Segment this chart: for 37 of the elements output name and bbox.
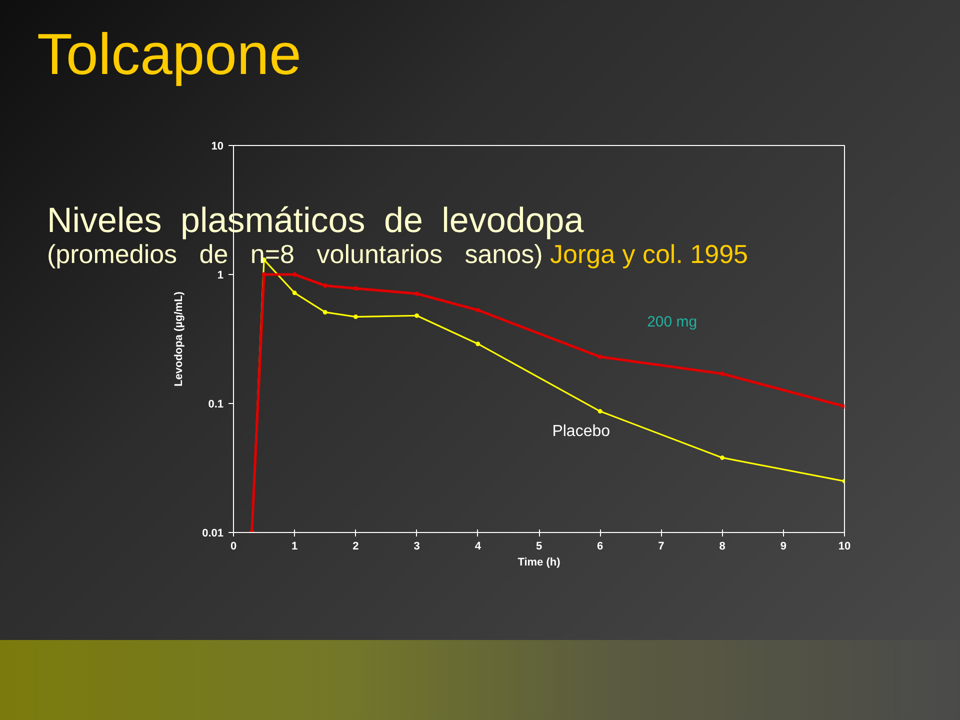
point xyxy=(598,354,602,360)
x-tick-label: 2 xyxy=(352,540,359,552)
point xyxy=(322,283,328,288)
point xyxy=(353,314,358,320)
point xyxy=(476,342,480,346)
x-tick-label: 3 xyxy=(414,540,420,552)
point xyxy=(720,372,725,376)
y-tick-label: 0.01 xyxy=(202,528,224,540)
point xyxy=(414,291,420,296)
chart-title: Tolcapone xyxy=(37,22,302,87)
y-axis-title: Levodopa (µg/mL) xyxy=(173,291,186,386)
point xyxy=(414,313,420,318)
x-tick-label: 7 xyxy=(658,540,664,552)
y-tick-label: 1 xyxy=(217,270,224,282)
point xyxy=(598,409,602,414)
x-tick-label: 6 xyxy=(597,540,604,552)
x-tick-label: 10 xyxy=(838,540,851,552)
x-tick-label: 9 xyxy=(780,540,786,552)
point xyxy=(353,286,358,291)
y-tick-label: 10 xyxy=(211,140,224,152)
point xyxy=(476,308,480,312)
point xyxy=(292,290,297,296)
x-tick-label: 5 xyxy=(536,540,542,552)
series-label: Placebo xyxy=(552,422,610,440)
x-tick-label: 0 xyxy=(230,540,237,552)
text: 200 mg xyxy=(647,313,698,330)
x-tick-label: 4 xyxy=(474,540,482,552)
x-tick-label: 1 xyxy=(292,540,298,552)
point xyxy=(292,272,297,277)
x-axis-title: Time (h) xyxy=(518,556,561,568)
annotation: Jorga y col. 1995 xyxy=(550,239,748,269)
point xyxy=(720,455,725,460)
annotation: (promedios de n=8 voluntarios sanos) xyxy=(47,239,543,269)
point xyxy=(262,272,266,277)
point xyxy=(322,310,328,314)
y-tick-label: 0.1 xyxy=(208,398,224,410)
x-tick-label: 8 xyxy=(719,540,726,552)
